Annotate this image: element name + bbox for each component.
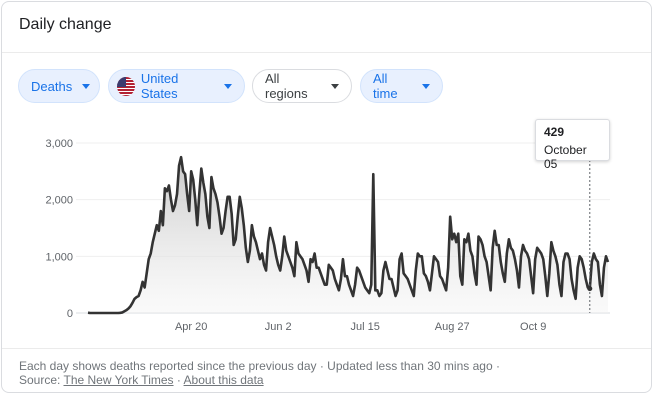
area-fill: [88, 157, 608, 313]
about-data-link[interactable]: About this data: [183, 373, 264, 387]
chevron-down-icon: [224, 83, 232, 89]
chart-tooltip: 429 October 05: [535, 119, 610, 171]
chevron-down-icon: [422, 83, 430, 89]
metric-label: Deaths: [31, 78, 73, 94]
separator: ·: [176, 373, 181, 387]
source-link[interactable]: The New York Times: [63, 373, 174, 387]
period-label: All time: [373, 71, 398, 101]
tooltip-date: October 05: [544, 143, 587, 171]
series-line: [87, 155, 610, 315]
metric-dropdown[interactable]: Deaths: [18, 69, 100, 103]
footer-divider: [2, 348, 651, 349]
hover-point: [587, 286, 593, 292]
tooltip-value: 429: [544, 125, 565, 139]
card-title: Daily change: [19, 16, 112, 33]
period-dropdown[interactable]: All time: [360, 69, 443, 103]
header-divider: [2, 52, 651, 53]
source-prefix: Source:: [19, 373, 61, 387]
footer-source: Source: The New York Times · About this …: [19, 373, 264, 387]
daily-change-chart[interactable]: 3,000 2,000 1,000 0 Apr 20 Jun 2 Jul 15 Aug 27…: [2, 112, 653, 342]
region-dropdown[interactable]: All regions: [252, 69, 352, 103]
y-tick-label: 2,000: [45, 195, 73, 207]
us-flag-icon: [117, 76, 135, 96]
x-tick-label: Jul 15: [351, 321, 380, 333]
region-label: All regions: [265, 71, 308, 101]
y-axis: 3,000 2,000 1,000 0: [45, 138, 73, 320]
y-tick-label: 1,000: [45, 251, 73, 263]
x-tick-label: Oct 9: [520, 321, 546, 333]
chevron-down-icon: [82, 83, 91, 89]
footer-note: Each day shows deaths reported since the…: [19, 359, 500, 373]
x-axis: Apr 20 Jun 2 Jul 15 Aug 27 Oct 9: [175, 321, 546, 333]
chevron-down-icon: [331, 83, 339, 89]
x-tick-label: Apr 20: [175, 321, 207, 333]
x-tick-label: Jun 2: [265, 321, 292, 333]
country-label: United States: [140, 71, 179, 101]
y-tick-label: 3,000: [45, 138, 73, 150]
country-dropdown[interactable]: United States: [108, 69, 245, 103]
x-tick-label: Aug 27: [435, 321, 470, 333]
y-tick-label: 0: [67, 308, 73, 320]
daily-change-card: Daily change Deaths United States All re…: [1, 1, 652, 393]
